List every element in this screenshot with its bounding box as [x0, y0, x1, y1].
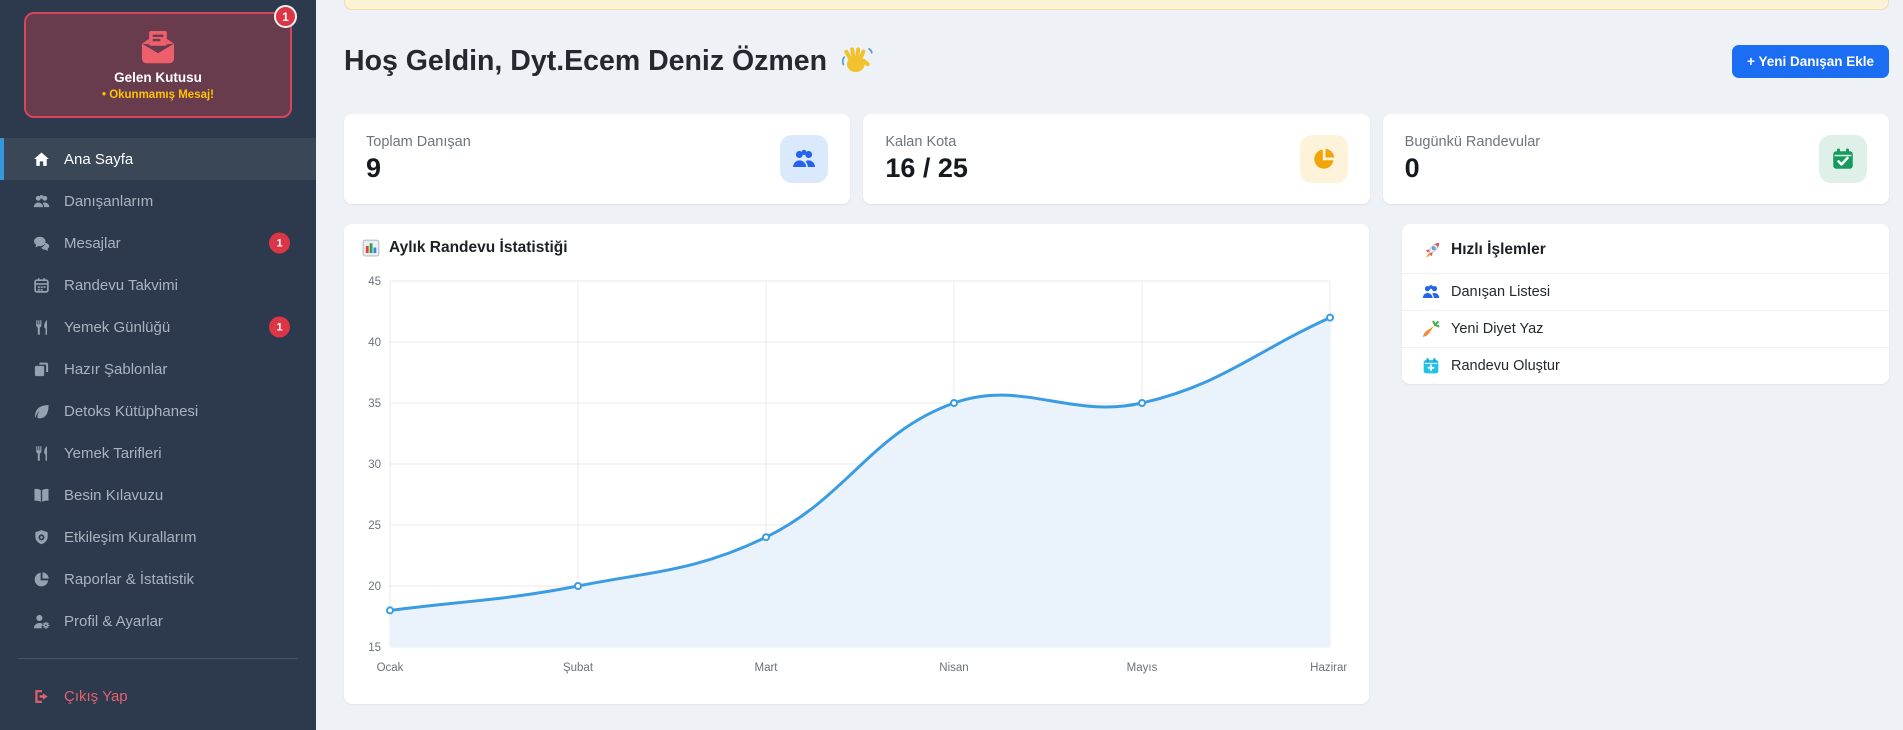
sidebar-item-detoks-kutuphanesi[interactable]: Detoks Kütüphanesi: [0, 390, 316, 432]
quick-action-label: Yeni Diyet Yaz: [1451, 321, 1544, 338]
sidebar-item-cikis-yap[interactable]: Çıkış Yap: [0, 675, 316, 717]
quick-action-danisan-listesi[interactable]: Danışan Listesi: [1402, 273, 1889, 310]
stat-label: Bugünkü Randevular: [1404, 134, 1541, 151]
sidebar-item-danisanlarim[interactable]: Danışanlarım: [0, 180, 316, 222]
sidebar-item-yemek-gunlugu[interactable]: Yemek Günlüğü 1: [0, 306, 316, 348]
monthly-appointments-chart-card: Aylık Randevu İstatistiği 15 20 25 30 35 40 45…: [344, 224, 1369, 705]
carrot-icon: [1422, 320, 1440, 338]
page-title: Hoş Geldin, Dyt.Ecem Deniz Özmen: [344, 45, 873, 78]
copy-icon: [31, 361, 51, 378]
quick-action-label: Randevu Oluştur: [1451, 358, 1560, 375]
sidebar-item-profil-ayarlar[interactable]: Profil & Ayarlar: [0, 600, 316, 642]
sidebar-item-mesajlar[interactable]: Mesajlar 1: [0, 222, 316, 264]
leaf-icon: [31, 403, 51, 420]
sidebar-item-label: Raporlar & İstatistik: [64, 570, 195, 588]
svg-text:35: 35: [368, 398, 381, 410]
stat-card-kalan-kota: Kalan Kota 16 / 25: [863, 114, 1370, 205]
quick-actions-title: Hızlı İşlemler: [1451, 241, 1546, 259]
sidebar-item-label: Etkileşim Kurallarım: [64, 528, 197, 546]
svg-text:25: 25: [368, 520, 381, 532]
quick-action-randevu-olustur[interactable]: Randevu Oluştur: [1402, 347, 1889, 384]
sign-out-icon: [31, 688, 51, 705]
user-gear-icon: [31, 613, 51, 630]
svg-text:Mayıs: Mayıs: [1127, 662, 1158, 674]
calendar-check-icon: [1818, 135, 1867, 184]
svg-text:Şubat: Şubat: [563, 662, 594, 674]
sidebar-item-raporlar-istatistik[interactable]: Raporlar & İstatistik: [0, 558, 316, 600]
stat-value: 16 / 25: [885, 153, 968, 184]
alert-banner-edge: [344, 0, 1889, 10]
rocket-icon: [1422, 240, 1442, 260]
welcome-text: Hoş Geldin, Dyt.Ecem Deniz Özmen: [344, 45, 828, 78]
appointments-line-chart: 15 20 25 30 35 40 45 Ocak Şubat Mart Nisan Mayıs Haz…: [368, 276, 1350, 674]
sidebar-item-besin-kilavuzu[interactable]: Besin Kılavuzu: [0, 474, 316, 516]
inbox-card-subtitle: • Okunmamış Mesaj!: [101, 89, 215, 101]
stat-card-bugunku-randevular: Bugünkü Randevular 0: [1382, 114, 1889, 205]
quick-actions-card: Hızlı İşlemler Danışan Listesi Yeni Diyet…: [1402, 224, 1889, 385]
sidebar-item-etkilesim-kurallarim[interactable]: Etkileşim Kurallarım: [0, 516, 316, 558]
stat-label: Kalan Kota: [885, 134, 957, 151]
sidebar-item-label: Mesajlar: [64, 234, 121, 252]
sidebar-item-label: Yemek Günlüğü: [64, 318, 171, 336]
unread-count-badge: 1: [269, 316, 290, 338]
stat-card-toplam-danisan: Toplam Danışan 9: [344, 114, 851, 205]
sidebar-item-label: Ana Sayfa: [64, 150, 134, 168]
sidebar-item-label: Detoks Kütüphanesi: [64, 402, 199, 420]
calendar-icon: [31, 277, 51, 294]
quick-action-label: Danışan Listesi: [1451, 284, 1551, 301]
inbox-unread-badge: 1: [274, 5, 297, 28]
logout-label: Çıkış Yap: [64, 687, 128, 705]
bar-chart-icon: [362, 239, 380, 257]
book-icon: [31, 487, 51, 504]
utensils-icon: [31, 445, 51, 462]
svg-text:Nisan: Nisan: [939, 662, 968, 674]
sidebar-item-ana-sayfa[interactable]: Ana Sayfa: [0, 138, 316, 180]
sidebar: 1 Gelen Kutusu • Okunmamış Mesaj! Ana Sa…: [0, 0, 316, 730]
quick-action-yeni-diyet-yaz[interactable]: Yeni Diyet Yaz: [1402, 310, 1889, 347]
sidebar-item-label: Besin Kılavuzu: [64, 486, 164, 504]
calendar-plus-icon: [1422, 357, 1440, 375]
chart-card-title: Aylık Randevu İstatistiği: [389, 239, 568, 257]
svg-text:20: 20: [368, 581, 381, 593]
svg-text:40: 40: [368, 337, 381, 349]
unread-count-badge: 1: [269, 232, 290, 254]
users-icon: [780, 135, 829, 184]
home-icon: [31, 151, 51, 168]
sidebar-item-randevu-takvimi[interactable]: Randevu Takvimi: [0, 264, 316, 306]
svg-text:15: 15: [368, 642, 381, 654]
add-client-button[interactable]: + Yeni Danışan Ekle: [1732, 45, 1889, 79]
sidebar-item-label: Danışanlarım: [64, 192, 154, 210]
sidebar-item-label: Hazır Şablonlar: [64, 360, 168, 378]
sidebar-item-hazir-sablonlar[interactable]: Hazır Şablonlar: [0, 348, 316, 390]
svg-text:45: 45: [368, 276, 381, 288]
stat-value: 0: [1404, 153, 1420, 184]
pie-icon: [1299, 135, 1348, 184]
svg-text:Ocak: Ocak: [377, 662, 404, 674]
svg-text:Haziran: Haziran: [1310, 662, 1347, 674]
stat-value: 9: [366, 153, 382, 184]
users-icon: [31, 193, 51, 210]
stats-row: Toplam Danışan 9 Kalan Kota 16 / 25 Bugünkü …: [344, 114, 1889, 205]
sidebar-item-label: Profil & Ayarlar: [64, 612, 163, 630]
waving-hand-icon: [839, 46, 873, 78]
sidebar-divider: [18, 658, 298, 659]
sidebar-item-label: Randevu Takvimi: [64, 276, 178, 294]
open-envelope-icon: [138, 29, 178, 65]
comments-icon: [31, 235, 51, 252]
shield-icon: [31, 529, 51, 546]
inbox-card-title: Gelen Kutusu: [114, 70, 202, 85]
users-icon: [1422, 283, 1440, 301]
sidebar-menu: Ana Sayfa Danışanlarım Mesajlar 1 Randevu Ta…: [0, 138, 316, 642]
sidebar-item-label: Yemek Tarifleri: [64, 444, 162, 462]
pie-icon: [31, 571, 51, 588]
sidebar-item-yemek-tarifleri[interactable]: Yemek Tarifleri: [0, 432, 316, 474]
main-content: Hoş Geldin, Dyt.Ecem Deniz Özmen + Yeni …: [316, 0, 1903, 730]
inbox-card[interactable]: 1 Gelen Kutusu • Okunmamış Mesaj!: [24, 5, 297, 118]
svg-text:30: 30: [368, 459, 381, 471]
stat-label: Toplam Danışan: [366, 134, 471, 151]
svg-text:Mart: Mart: [755, 662, 779, 674]
utensils-icon: [31, 319, 51, 336]
